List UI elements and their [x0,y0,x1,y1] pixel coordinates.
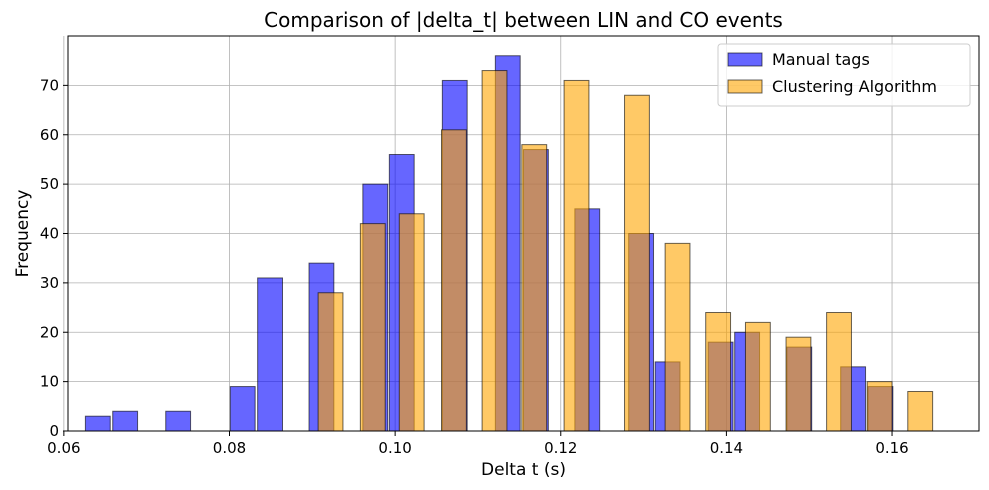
bar-clustering-algorithm [359,223,386,432]
bars [84,55,934,432]
y-tick-label: 0 [49,422,59,440]
bar-clustering-algorithm [826,312,852,432]
y-axis-title: Frequency [13,190,33,278]
y-tick-label: 20 [40,323,59,341]
bar-clustering-algorithm [744,321,771,432]
x-tick-label: 0.16 [875,439,908,457]
bar-clustering-algorithm [664,242,691,432]
bar-clustering-algorithm [398,213,425,432]
legend-label-clustering-algorithm: Clustering Algorithm [772,77,937,96]
y-tick-label: 50 [40,175,59,193]
bar-clustering-algorithm [441,129,467,432]
x-tick-label: 0.12 [544,439,577,457]
x-tick-label: 0.14 [710,439,743,457]
y-tick-label: 60 [40,126,59,144]
bar-clustering-algorithm [624,94,650,432]
legend-box [717,43,971,107]
y-tick-label: 10 [40,373,59,391]
legend-label-manual-tags: Manual tags [772,50,870,69]
x-tick-label: 0.06 [47,439,80,457]
bar-manual-tags [112,410,139,432]
legend: Manual tags Clustering Algorithm [717,43,971,107]
bar-manual-tags [257,277,283,432]
bar-clustering-algorithm [705,312,732,432]
ticks: 0.06 0.08 0.10 0.12 0.14 0.16 0 10 20 30 40 50 60 70 [40,76,909,457]
x-axis-title: Delta t (s) [481,460,566,480]
x-tick-label: 0.08 [213,439,246,457]
bar-manual-tags [229,386,256,432]
bar-clustering-algorithm [563,79,590,432]
bar-clustering-algorithm [907,391,934,432]
bar-manual-tags [165,410,192,432]
bar-clustering-algorithm [317,292,344,432]
legend-swatch-clustering-algorithm [727,79,763,94]
bar-manual-tags [84,415,111,432]
bar-clustering-algorithm [866,381,893,432]
bar-clustering-algorithm [481,70,508,432]
bar-clustering-algorithm [521,144,548,432]
y-tick-label: 70 [40,76,59,94]
y-tick-label: 30 [40,274,59,292]
legend-swatch-manual-tags [727,52,763,67]
y-tick-label: 40 [40,225,59,243]
bar-clustering-algorithm [785,336,812,432]
chart-title: Comparison of |delta_t| between LIN and … [264,8,783,32]
x-tick-label: 0.10 [378,439,411,457]
